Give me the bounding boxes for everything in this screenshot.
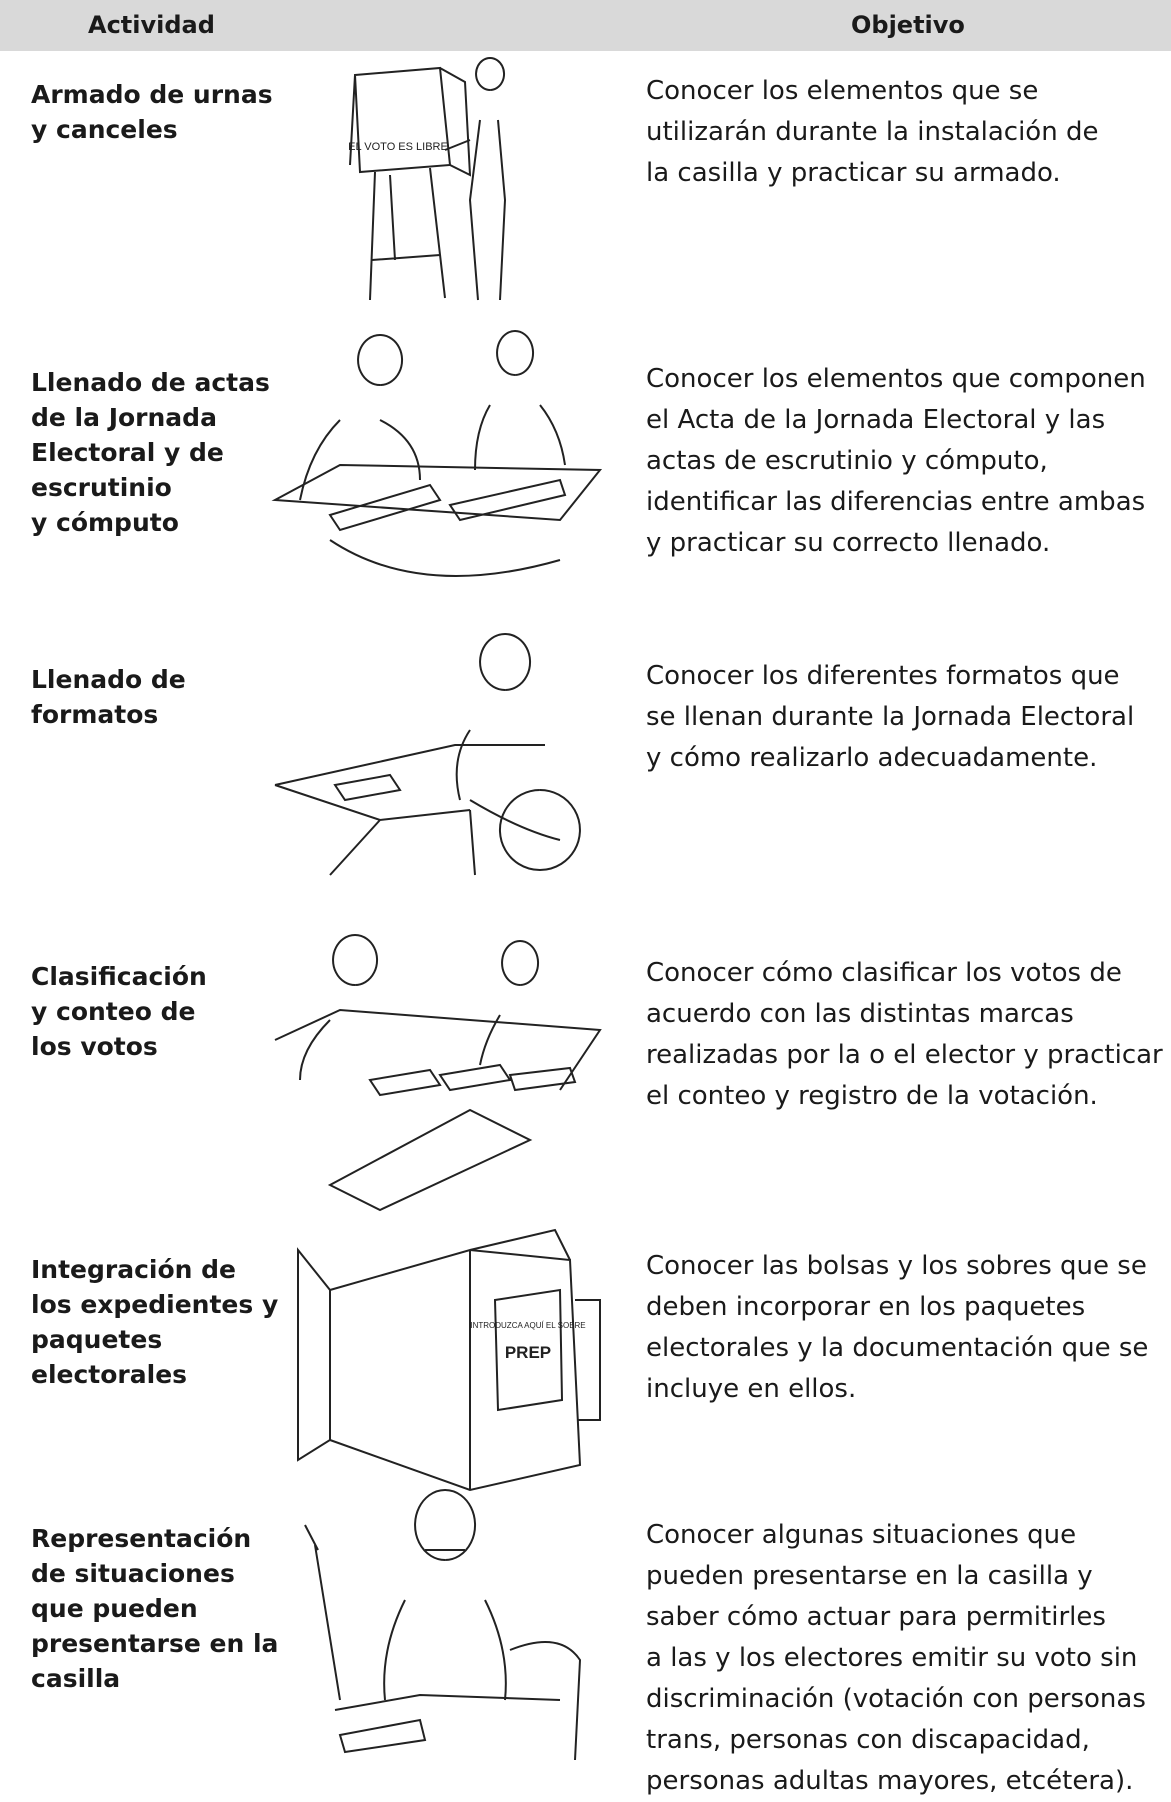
objective-line: realizadas por la o el elector y practic… xyxy=(646,1040,1163,1070)
activity-line: que pueden xyxy=(31,1594,198,1623)
objective-cell: Conocer las bolsas y los sobres que se de… xyxy=(646,1246,1148,1410)
booth-illustration: EL VOTO ES LIBRE xyxy=(348,57,507,301)
objective-line: pueden presentarse en la casilla y xyxy=(646,1561,1093,1591)
objective-line: se llenan durante la Jornada Electoral xyxy=(646,702,1135,732)
objective-line: electorales y la documentación que se xyxy=(646,1333,1149,1363)
activity-line: formatos xyxy=(31,700,159,729)
objective-line: acuerdo con las distintas marcas xyxy=(646,999,1074,1029)
activity-line: y conteo de xyxy=(31,997,196,1026)
objective-cell: Conocer algunas situaciones que pueden pr… xyxy=(646,1515,1146,1802)
activity-line: de situaciones xyxy=(31,1559,235,1588)
activity-line: Clasificación xyxy=(31,962,207,991)
activity-line: electorales xyxy=(31,1360,188,1389)
objective-line: Conocer las bolsas y los sobres que se xyxy=(646,1251,1147,1281)
activity-line: Electoral y de xyxy=(31,438,224,467)
activity-line: de la Jornada xyxy=(31,403,217,432)
activity-cell: Representación de situaciones que pueden pr… xyxy=(31,1521,278,1696)
objective-line: utilizarán durante la instalación de xyxy=(646,117,1099,147)
objective-cell: Conocer cómo clasificar los votos de acue… xyxy=(646,953,1163,1117)
objective-line: incluye en ellos. xyxy=(646,1374,857,1404)
activity-cell: Llenado de actas de la Jornada Electoral y… xyxy=(31,365,270,540)
objective-line: Conocer los elementos que se xyxy=(646,76,1039,106)
format-illustration xyxy=(274,633,581,876)
objective-cell: Conocer los diferentes formatos que se ll… xyxy=(646,656,1134,779)
objective-line: y cómo realizarlo adecuadamente. xyxy=(646,743,1098,773)
activity-line: los votos xyxy=(31,1032,158,1061)
activity-line: Armado de urnas xyxy=(31,80,273,109)
objective-line: el Acta de la Jornada Electoral y las xyxy=(646,405,1106,435)
objective-line: el conteo y registro de la votación. xyxy=(646,1081,1098,1111)
objective-cell: Conocer los elementos que se utilizarán d… xyxy=(646,71,1098,194)
header-activity: Actividad xyxy=(88,11,215,39)
activity-line: Llenado de actas xyxy=(31,368,270,397)
objective-line: la casilla y practicar su armado. xyxy=(646,158,1061,188)
count-illustration xyxy=(274,934,602,1212)
activity-line: y cómputo xyxy=(31,508,179,537)
activity-cell: Clasificación y conteo de los votos xyxy=(31,959,207,1064)
activity-line: y canceles xyxy=(31,115,178,144)
activity-line: Llenado de xyxy=(31,665,186,694)
activity-line: paquetes xyxy=(31,1325,163,1354)
activity-line: escrutinio xyxy=(31,473,172,502)
header-objective: Objetivo xyxy=(851,11,965,39)
activity-line: los expedientes y xyxy=(31,1290,279,1319)
booth-text: EL VOTO ES LIBRE xyxy=(348,141,448,153)
objective-line: identificar las diferencias entre ambas xyxy=(646,487,1146,517)
forms-illustration xyxy=(271,330,603,577)
activity-line: Representación xyxy=(31,1524,252,1553)
objective-line: personas adultas mayores, etcétera). xyxy=(646,1766,1134,1796)
activity-line: presentarse en la xyxy=(31,1629,279,1658)
objective-line: y practicar su correcto llenado. xyxy=(646,528,1051,558)
objective-line: Conocer cómo clasificar los votos de xyxy=(646,958,1122,988)
objective-line: Conocer algunas situaciones que xyxy=(646,1520,1077,1550)
activity-cell: Llenado de formatos xyxy=(31,662,186,732)
package-illustration: INTRODUZCA AQUÍ EL SOBRE PREP xyxy=(297,1228,601,1492)
objective-cell: Conocer los elementos que componen el Act… xyxy=(646,359,1146,564)
activity-line: Integración de xyxy=(31,1255,237,1284)
objective-line: actas de escrutinio y cómputo, xyxy=(646,446,1048,476)
activity-cell: Armado de urnas y canceles xyxy=(31,77,273,147)
objective-line: a las y los electores emitir su voto sin xyxy=(646,1643,1138,1673)
activity-line: casilla xyxy=(31,1664,121,1693)
objective-line: Conocer los diferentes formatos que xyxy=(646,661,1120,691)
package-prep-text: PREP xyxy=(505,1343,551,1362)
objective-line: discriminación (votación con personas xyxy=(646,1684,1146,1714)
objective-line: trans, personas con discapacidad, xyxy=(646,1725,1090,1755)
table-header: Actividad Objetivo xyxy=(0,0,1171,51)
objective-line: saber cómo actuar para permitirles xyxy=(646,1602,1106,1632)
activity-cell: Integración de los expedientes y paquetes e… xyxy=(31,1252,278,1392)
objective-line: deben incorporar en los paquetes xyxy=(646,1292,1086,1322)
package-small-text: INTRODUZCA AQUÍ EL SOBRE xyxy=(470,1321,585,1330)
objective-line: Conocer los elementos que componen xyxy=(646,364,1146,394)
cane-illustration xyxy=(304,1489,582,1761)
